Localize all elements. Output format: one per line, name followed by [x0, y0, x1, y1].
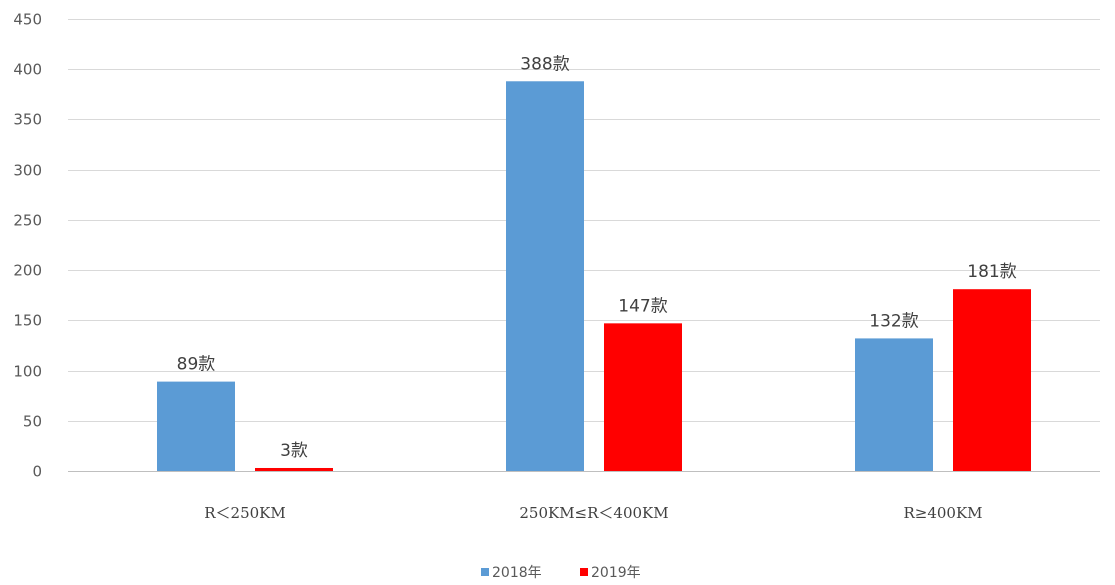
y-tick-label: 100 — [13, 363, 42, 381]
y-tick-label: 200 — [13, 262, 42, 280]
x-category-label: R≥400KM — [903, 504, 982, 522]
x-axis-category-labels: R＜250KM 250KM≤R＜400KM R≥400KM — [204, 504, 982, 522]
legend-label: 2018年 — [492, 565, 542, 581]
data-label: 89款 — [177, 355, 216, 375]
legend: 2018年 2019年 — [481, 565, 641, 581]
bar-series1 — [506, 81, 584, 471]
y-tick-label: 150 — [13, 312, 42, 330]
legend-label: 2019年 — [591, 565, 641, 581]
data-labels: 89款 388款 132款 3款 147款 181款 — [177, 54, 1017, 461]
data-label: 132款 — [869, 311, 918, 331]
y-axis-tick-labels: 0 50 100 150 200 250 300 350 400 450 — [13, 11, 42, 481]
y-tick-label: 350 — [13, 111, 42, 129]
bar-series2 — [953, 289, 1031, 471]
bars — [157, 81, 1031, 471]
y-tick-label: 400 — [13, 61, 42, 79]
data-label: 181款 — [967, 262, 1016, 282]
bar-series1 — [855, 338, 933, 471]
y-tick-label: 300 — [13, 162, 42, 180]
y-tick-label: 50 — [23, 413, 42, 431]
y-tick-label: 0 — [32, 463, 42, 481]
data-label: 3款 — [280, 441, 308, 461]
y-tick-label: 250 — [13, 212, 42, 230]
legend-swatch — [481, 568, 489, 576]
x-category-label: R＜250KM — [204, 504, 286, 522]
bar-series2 — [604, 323, 682, 471]
data-label: 388款 — [520, 54, 569, 74]
x-category-label: 250KM≤R＜400KM — [519, 504, 668, 522]
data-label: 147款 — [618, 296, 667, 316]
bar-series1 — [157, 381, 235, 471]
y-tick-label: 450 — [13, 11, 42, 29]
legend-swatch — [580, 568, 588, 576]
bar-series2 — [255, 467, 333, 471]
